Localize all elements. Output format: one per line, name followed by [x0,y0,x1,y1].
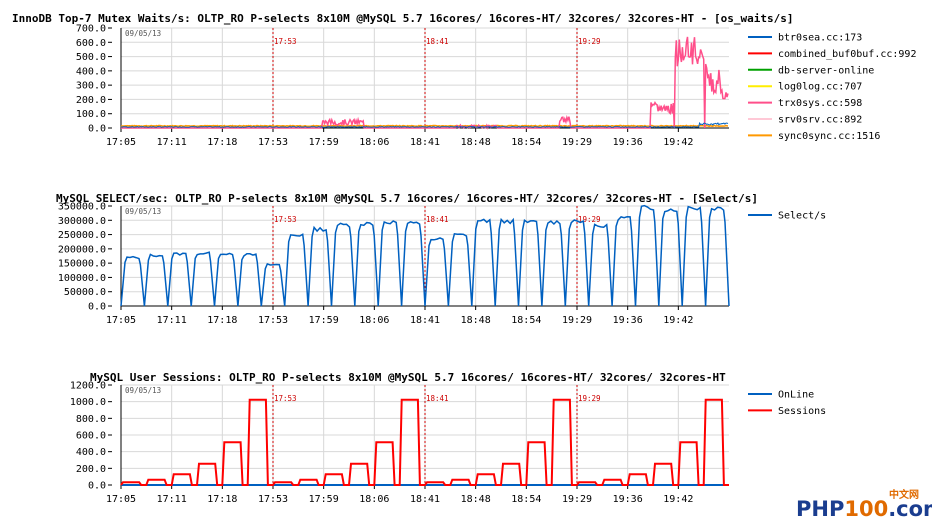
x-tick-label: 17:18 [207,137,237,148]
series-line-sessions [120,398,729,486]
x-tick-label: 19:42 [663,494,693,505]
chart-title: MySQL SELECT/sec: OLTP_RO P-selects 8x10… [56,192,758,205]
time-marker-label: 19:29 [578,394,601,403]
date-label: 09/05/13 [125,207,161,216]
x-tick-label: 18:06 [359,137,389,148]
x-tick-label: 17:05 [106,494,136,505]
mutex-waits-chart: InnoDB Top-7 Mutex Waits/s: OLTP_RO P-se… [12,12,916,148]
legend: OnLine Sessions [748,390,826,417]
x-tick-label: 17:59 [309,315,339,326]
legend: btr0sea.cc:173 combined_buf0buf.cc:992 db-… [748,33,916,142]
x-tick-label: 17:18 [207,315,237,326]
legend-label: Select/s [778,211,826,222]
x-tick-label: 17:53 [258,137,288,148]
y-tick-label: 300.0 [76,81,106,92]
x-tick-label: 17:53 [258,494,288,505]
x-tick-label: 18:41 [410,494,440,505]
x-tick-label: 18:41 [410,315,440,326]
series-line-select [120,204,730,307]
time-marker-label: 18:41 [426,215,449,224]
user-sessions-chart: MySQL User Sessions: OLTP_RO P-selects 8… [70,371,826,505]
x-tick-label: 17:11 [157,315,187,326]
x-tick-label: 19:42 [663,315,693,326]
legend-label: db-server-online [778,65,874,76]
y-tick-label: 350000.0 [58,202,106,213]
y-tick-label: 300000.0 [58,216,106,227]
x-tick-label: 19:42 [663,137,693,148]
y-tick-label: 1000.0 [70,397,106,408]
x-tick-label: 19:29 [562,315,592,326]
x-tick-label: 17:05 [106,315,136,326]
time-marker-label: 19:29 [578,215,601,224]
x-tick-label: 17:59 [309,494,339,505]
x-tick-label: 19:36 [613,494,643,505]
x-tick-label: 18:54 [511,494,541,505]
legend-label: log0log.cc:707 [778,82,862,93]
x-tick-label: 17:53 [258,315,288,326]
x-tick-label: 19:36 [613,137,643,148]
time-marker-label: 19:29 [578,37,601,46]
y-tick-label: 0.0 [88,302,106,313]
chart-title: MySQL User Sessions: OLTP_RO P-selects 8… [90,371,726,384]
y-tick-label: 150000.0 [58,259,106,270]
watermark-sub: 中文网 [889,488,919,501]
date-label: 09/05/13 [125,386,161,395]
y-tick-label: 200.0 [76,464,106,475]
legend-label: srv0srv.cc:892 [778,115,862,126]
y-tick-label: 200.0 [76,95,106,106]
x-tick-label: 19:29 [562,137,592,148]
y-tick-label: 400.0 [76,66,106,77]
legend-label: Sessions [778,406,826,417]
y-tick-label: 1200.0 [70,381,106,392]
y-tick-label: 250000.0 [58,230,106,241]
x-tick-label: 17:18 [207,494,237,505]
time-marker-label: 17:53 [274,215,297,224]
y-tick-label: 400.0 [76,447,106,458]
time-marker-label: 18:41 [426,37,449,46]
x-tick-label: 17:11 [157,494,187,505]
legend: Select/s [748,211,826,222]
x-tick-label: 18:48 [461,315,491,326]
series-line-sync0sync [120,124,728,128]
x-tick-label: 17:59 [309,137,339,148]
x-tick-label: 18:41 [410,137,440,148]
x-tick-label: 17:05 [106,137,136,148]
y-tick-label: 600.0 [76,431,106,442]
legend-label: OnLine [778,390,814,401]
y-tick-label: 50000.0 [64,287,106,298]
series-line-trx0sys [121,36,729,130]
time-marker-label: 18:41 [426,394,449,403]
y-tick-label: 100000.0 [58,273,106,284]
x-tick-label: 17:11 [157,137,187,148]
watermark-text: PHP100.com [796,497,932,520]
legend-label: combined_buf0buf.cc:992 [778,49,916,60]
x-tick-label: 18:48 [461,137,491,148]
y-tick-label: 800.0 [76,414,106,425]
time-marker-label: 17:53 [274,394,297,403]
x-tick-label: 18:06 [359,494,389,505]
chart-title: InnoDB Top-7 Mutex Waits/s: OLTP_RO P-se… [12,12,793,25]
y-tick-label: 0.0 [88,124,106,135]
select-per-sec-chart: MySQL SELECT/sec: OLTP_RO P-selects 8x10… [56,192,826,326]
time-marker-label: 17:53 [274,37,297,46]
date-label: 09/05/13 [125,29,161,38]
y-tick-label: 600.0 [76,38,106,49]
y-tick-label: 700.0 [76,24,106,35]
legend-label: trx0sys.cc:598 [778,98,862,109]
y-tick-label: 100.0 [76,109,106,120]
x-tick-label: 18:54 [511,137,541,148]
legend-label: btr0sea.cc:173 [778,33,862,44]
legend-label: sync0sync.cc:1516 [778,131,880,142]
x-tick-label: 18:06 [359,315,389,326]
php100-watermark: 中文网 PHP100.com [796,488,932,520]
x-tick-label: 19:36 [613,315,643,326]
x-tick-label: 19:29 [562,494,592,505]
y-tick-label: 200000.0 [58,244,106,255]
y-tick-label: 500.0 [76,52,106,63]
y-tick-label: 0.0 [88,481,106,492]
x-tick-label: 18:48 [461,494,491,505]
series-line-btr0sea [120,121,729,128]
x-tick-label: 18:54 [511,315,541,326]
